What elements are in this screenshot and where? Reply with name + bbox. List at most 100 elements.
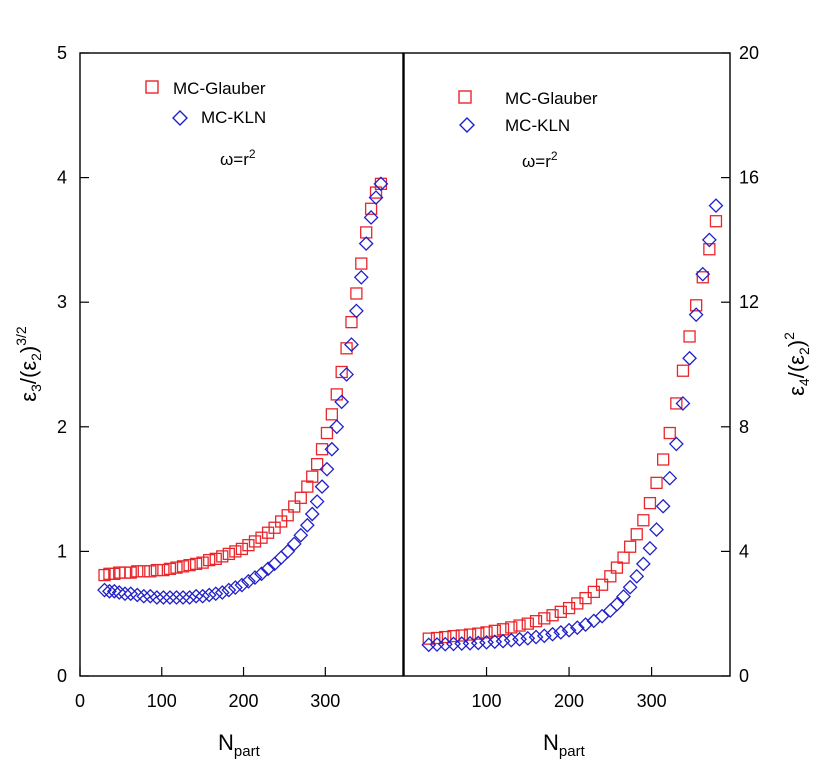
left-mc-kln-point: [214, 585, 230, 600]
right-mc-kln-point: [495, 633, 511, 649]
right-mc-glauber-point: [623, 540, 637, 553]
right-mc-kln-point: [602, 603, 618, 619]
right-data-marks: [421, 198, 724, 653]
left-mc-glauber-point: [209, 552, 222, 566]
left-mc-kln-point: [344, 337, 359, 352]
left-mc-kln-point: [314, 479, 330, 495]
right-xtick-label-300: 300: [637, 691, 667, 711]
right-ytick-label-0: 0: [739, 666, 749, 686]
right-mc-glauber-point: [650, 476, 663, 490]
left-mc-kln-point: [319, 461, 335, 477]
left-mc-kln-point: [368, 190, 384, 205]
left-mc-glauber-point: [294, 491, 307, 504]
left-mc-kln-point: [293, 527, 309, 543]
right-mc-glauber-point: [529, 615, 543, 628]
left-mc-glauber-point: [345, 315, 358, 329]
left-mc-kln-point: [188, 588, 204, 604]
right-mc-glauber-point: [472, 627, 485, 640]
right-ytick-label-20: 20: [739, 43, 759, 63]
right-mc-glauber-point: [480, 626, 493, 639]
left-mc-glauber-point: [340, 342, 353, 355]
right-mc-glauber-point: [703, 243, 716, 256]
right-legend: MC-Glauber MC-KLN: [458, 89, 598, 135]
right-mc-kln-point: [569, 620, 585, 636]
left-ytick-label-2: 2: [57, 417, 67, 437]
left-mc-glauber-point: [315, 443, 329, 456]
right-mc-glauber-point: [610, 561, 624, 574]
right-mc-glauber-point: [637, 514, 650, 527]
left-mc-glauber-point: [216, 550, 229, 563]
left-mc-kln-point: [227, 580, 243, 595]
right-mc-kln-point: [553, 624, 569, 640]
left-mc-glauber-point: [374, 177, 388, 190]
right-mc-kln-point: [421, 637, 437, 653]
right-xlabel-main: N: [543, 730, 559, 755]
left-mc-kln-point: [221, 582, 237, 598]
right-mc-glauber-point: [690, 299, 703, 312]
right-mc-kln-point: [682, 350, 697, 366]
left-mc-kln-point: [102, 583, 117, 599]
right-mc-glauber-point: [513, 619, 526, 632]
right-mc-kln-point: [642, 540, 658, 556]
left-mc-kln-point: [175, 590, 191, 605]
left-mc-glauber-point: [189, 557, 203, 571]
right-mc-kln-point: [437, 636, 453, 652]
right-mc-kln-point: [446, 636, 461, 652]
left-mc-kln-point: [329, 419, 345, 435]
left-mc-kln-point: [106, 583, 122, 599]
left-mc-kln-point: [155, 590, 171, 605]
left-mc-glauber-point: [131, 565, 144, 578]
right-x-axis-title: Npart: [543, 730, 586, 760]
right-mc-kln-point: [668, 436, 684, 452]
right-ylabel-eps4: ε: [784, 386, 809, 396]
left-mc-kln-point: [280, 543, 296, 559]
right-mc-glauber-point: [579, 591, 592, 605]
right-mc-kln-point: [675, 396, 691, 411]
left-y-axis-title: ε3/(ε2)3/2: [13, 326, 44, 402]
left-mc-kln-point: [304, 506, 320, 522]
left-mc-glauber-point: [176, 560, 190, 573]
left-ytick-label-4: 4: [57, 168, 67, 188]
left-mc-glauber-point: [150, 563, 164, 577]
left-mc-glauber-point: [229, 545, 242, 558]
left-x-axis-title: Npart: [218, 730, 261, 760]
left-mc-glauber-point: [248, 535, 262, 548]
left-mc-kln-point: [111, 585, 127, 600]
left-xlabel-main: N: [218, 730, 234, 755]
left-mc-kln-point: [273, 550, 289, 566]
right-mc-kln-point: [622, 579, 638, 595]
right-mc-glauber-point: [683, 330, 696, 343]
right-ytick-label-16: 16: [739, 168, 759, 188]
right-mc-kln-point: [561, 622, 577, 638]
left-xtick-label-0: 0: [75, 691, 85, 711]
right-ytick-label-8: 8: [739, 417, 749, 437]
right-mc-kln-point: [470, 635, 486, 651]
left-legend-glauber-marker: [145, 80, 159, 94]
left-xlabel-sub: part: [234, 743, 261, 760]
left-mc-kln-point: [136, 588, 152, 604]
left-mc-glauber-point: [364, 202, 378, 215]
left-mc-glauber-point: [157, 563, 170, 577]
right-mc-kln-point: [594, 608, 610, 624]
left-mc-kln-point: [247, 570, 263, 585]
right-mc-glauber-point: [562, 601, 576, 615]
left-mc-glauber-point: [124, 566, 137, 579]
right-legend-kln-label: MC-KLN: [505, 116, 570, 135]
left-mc-kln-point: [169, 590, 184, 605]
right-mc-glauber-point: [554, 605, 567, 618]
right-mc-kln-point: [512, 631, 527, 647]
left-mc-glauber-point: [235, 542, 249, 556]
right-mc-kln-point: [609, 596, 625, 612]
left-mc-kln-point: [324, 441, 340, 457]
right-mc-kln-point: [649, 522, 664, 538]
right-mc-kln-point: [629, 568, 645, 584]
left-mc-kln-point: [358, 236, 374, 252]
right-mc-kln-point: [701, 232, 717, 248]
right-mc-kln-point: [503, 632, 519, 648]
left-mc-glauber-point: [163, 562, 177, 575]
right-mc-glauber-point: [447, 629, 460, 643]
right-ytick-label-12: 12: [739, 292, 759, 312]
left-ylabel-eps3: ε: [16, 392, 41, 402]
right-mc-kln-point: [688, 307, 704, 323]
right-plot-frame: [403, 52, 731, 677]
